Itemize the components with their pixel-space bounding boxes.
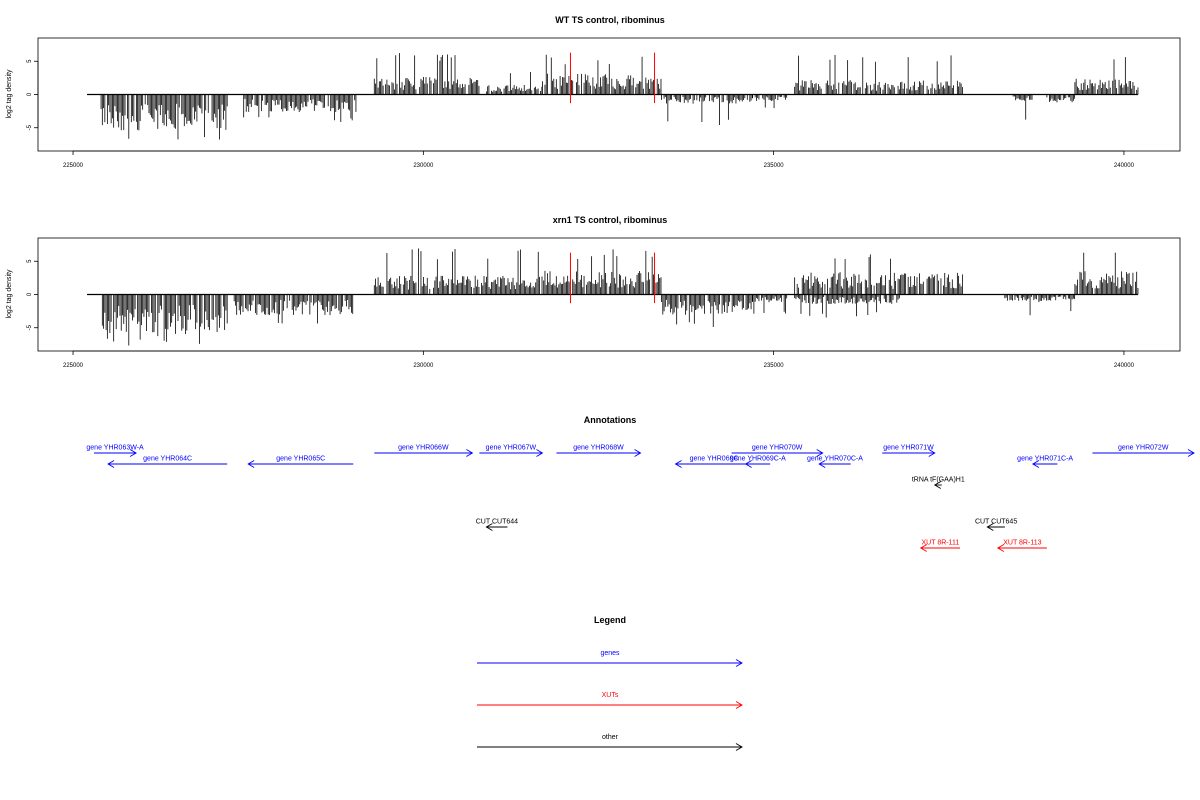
annotations-title: Annotations xyxy=(584,415,637,425)
annotation-features: gene YHR063W-A gene YHR064C gene YHR065C ge… xyxy=(86,445,1195,552)
annotation-label: gene YHR065C xyxy=(276,456,325,463)
legend-panel: Legend genes XUTs other xyxy=(477,615,743,751)
annotation-arrowhead xyxy=(928,449,936,457)
x-tick-label: 235000 xyxy=(764,163,785,169)
xrn1-track-axes: 225000 230000 235000 240000 -5 0 5 xyxy=(27,259,1135,369)
annotation-arrowhead xyxy=(744,460,752,468)
annotation-label: CUT CUT644 xyxy=(476,519,518,526)
annotation-arrowhead xyxy=(107,460,115,468)
annotation-label: gene YHR068W xyxy=(573,445,624,452)
x-tick-label: 240000 xyxy=(1114,163,1135,169)
x-tick-label: 225000 xyxy=(63,363,84,369)
legend-label: genes xyxy=(600,650,620,657)
annotation-arrowhead xyxy=(986,523,994,531)
legend-arrowhead xyxy=(735,701,743,709)
y-tick-label: 5 xyxy=(27,59,33,63)
annotation-arrowhead xyxy=(1031,460,1040,468)
annotation-label: gene YHR072W xyxy=(1118,445,1169,452)
annotation-label: tRNA tF(GAA)H1 xyxy=(912,477,965,484)
annotation-label: XUT 8R-111 xyxy=(922,540,960,547)
annotation-label: gene YHR064C xyxy=(143,456,192,463)
xrn1-track-ylabel: log2 tag density xyxy=(6,269,13,319)
annotation-label: CUT CUT645 xyxy=(975,519,1017,526)
xrn1-track-title: xrn1 TS control, ribominus xyxy=(553,215,668,225)
wt-track-bars xyxy=(100,53,1139,140)
annotation-arrowhead xyxy=(933,481,942,489)
legend-label: other xyxy=(602,734,619,741)
legend-label: XUTs xyxy=(602,692,619,699)
legend-arrowhead xyxy=(735,659,743,667)
annotation-label: gene YHR063W-A xyxy=(86,445,144,452)
annotation-label: gene YHR067W xyxy=(486,445,537,452)
annotation-label: gene YHR070C-A xyxy=(807,456,863,463)
annotation-arrowhead xyxy=(466,449,474,457)
annotation-arrowhead xyxy=(247,460,255,468)
xrn1-track: xrn1 TS control, ribominus log2 tag dens… xyxy=(6,215,1181,369)
wt-track-overlay xyxy=(87,52,1138,104)
wt-track-ylabel: log2 tag density xyxy=(6,69,13,119)
annotation-arrowhead xyxy=(818,460,826,468)
legend-entries: genes XUTs other xyxy=(477,650,743,751)
x-tick-label: 230000 xyxy=(413,163,434,169)
annotation-arrowhead xyxy=(996,544,1005,552)
annotation-label: XUT 8R-113 xyxy=(1003,540,1041,547)
xrn1-track-overlay xyxy=(87,252,1138,304)
annotation-arrowhead xyxy=(674,460,682,468)
y-tick-label: 0 xyxy=(27,92,33,96)
legend-title: Legend xyxy=(594,615,626,625)
annotation-arrowhead xyxy=(485,523,493,531)
x-tick-label: 230000 xyxy=(413,363,434,369)
xrn1-track-bars xyxy=(101,248,1139,346)
annotation-arrowhead xyxy=(129,449,137,457)
y-tick-label: 5 xyxy=(27,259,33,263)
annotation-arrowhead xyxy=(919,544,927,552)
annotation-label: gene YHR066W xyxy=(398,445,449,452)
annotation-label: gene YHR069C-A xyxy=(730,456,786,463)
x-tick-label: 240000 xyxy=(1114,363,1135,369)
legend-arrowhead xyxy=(735,743,743,751)
x-tick-label: 225000 xyxy=(63,163,84,169)
annotation-label: gene YHR071C-A xyxy=(1017,456,1073,463)
annotation-arrowhead xyxy=(634,449,642,457)
wt-track-title: WT TS control, ribominus xyxy=(555,15,665,25)
annotation-arrowhead xyxy=(536,449,544,457)
annotation-label: gene YHR071W xyxy=(883,445,934,452)
y-tick-label: 0 xyxy=(27,292,33,296)
x-tick-label: 235000 xyxy=(764,363,785,369)
y-tick-label: -5 xyxy=(27,324,33,330)
annotation-arrowhead xyxy=(816,449,824,457)
y-tick-label: -5 xyxy=(27,124,33,130)
wt-track: WT TS control, ribominus log2 tag densit… xyxy=(6,15,1181,169)
annotation-label: gene YHR069C xyxy=(690,456,739,463)
annotation-arrowhead xyxy=(1187,449,1195,457)
wt-track-axes: 225000 230000 235000 240000 -5 0 5 xyxy=(27,59,1135,169)
annotation-label: gene YHR070W xyxy=(752,445,803,452)
